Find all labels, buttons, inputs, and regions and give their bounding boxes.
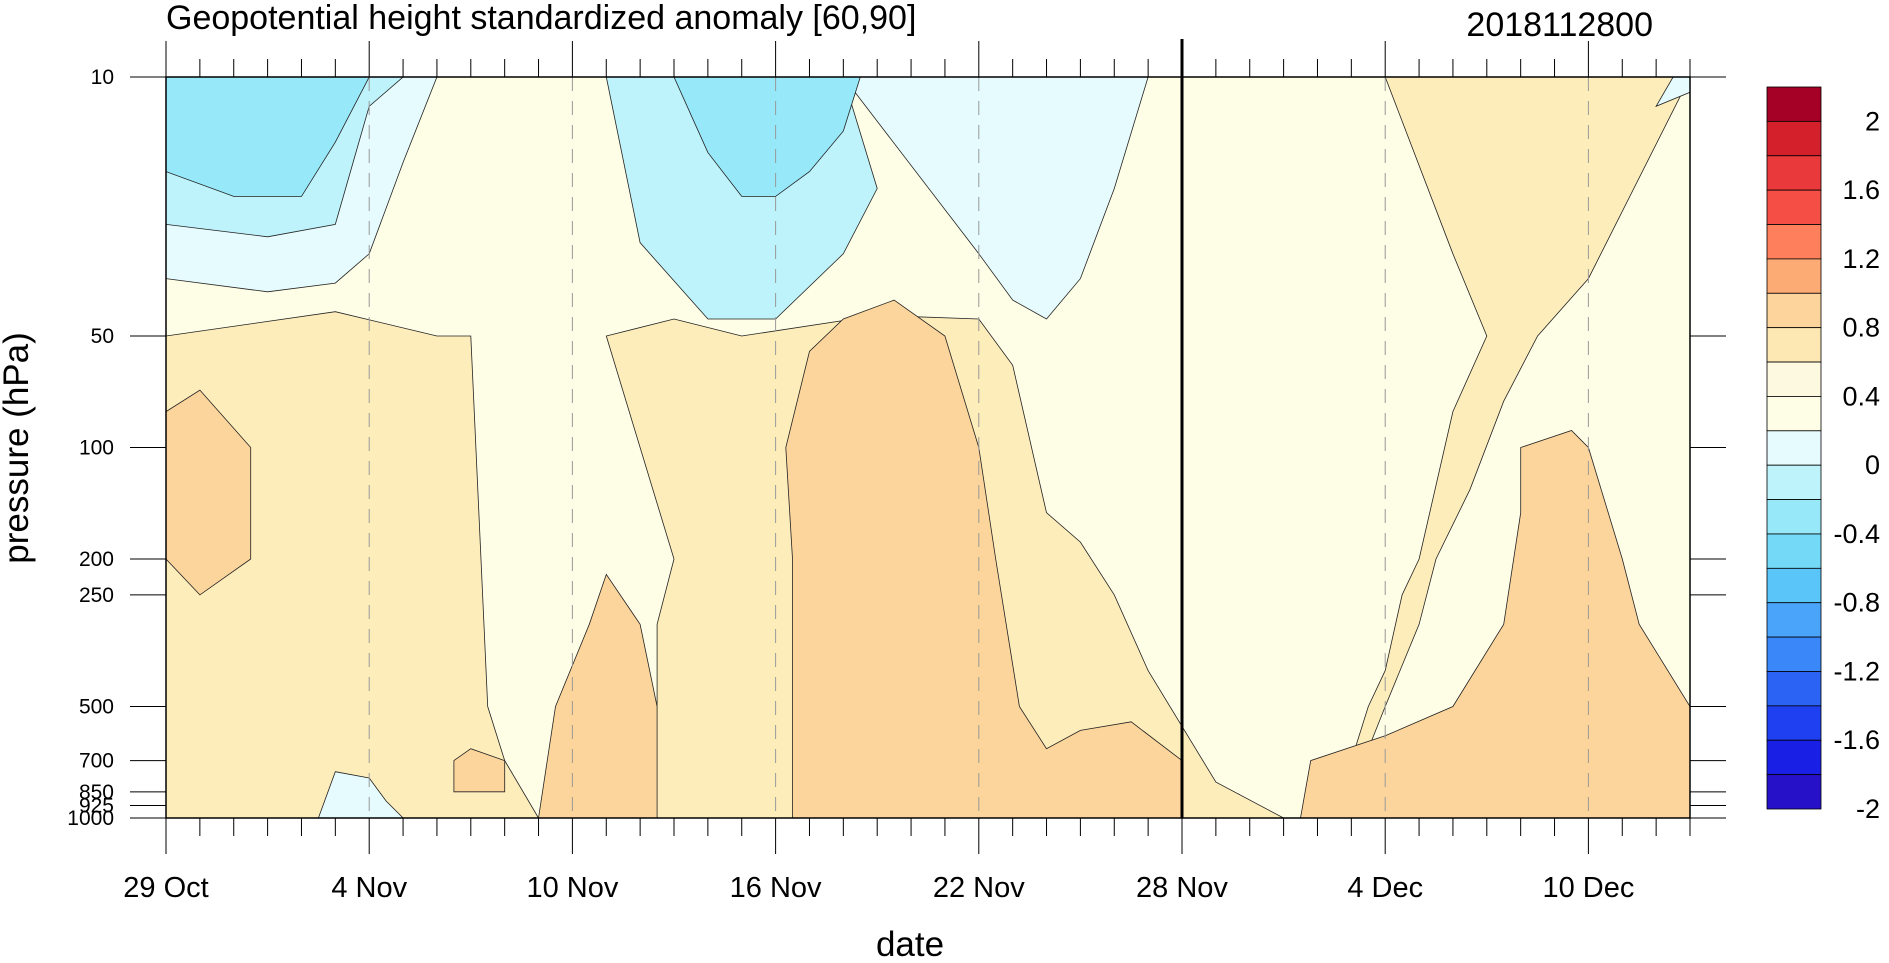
contour-fill-layer bbox=[166, 77, 1690, 818]
colorbar-swatch bbox=[1766, 567, 1822, 604]
colorbar-label: -0.8 bbox=[1833, 588, 1880, 618]
colorbar-swatch bbox=[1766, 361, 1822, 397]
x-axis-label: date bbox=[876, 925, 944, 963]
date-stamp: 2018112800 bbox=[1466, 6, 1653, 44]
colorbar-swatch bbox=[1766, 292, 1822, 329]
x-tick-label: 16 Nov bbox=[730, 872, 822, 904]
colorbar: 2 1.6 1.2 0.8 0.4 0 -0.4 -0.8 -1.2 -1.6 -2 bbox=[1766, 86, 1880, 824]
colorbar-swatch bbox=[1766, 189, 1822, 225]
colorbar-swatch bbox=[1766, 396, 1822, 432]
colorbar-label: -1.2 bbox=[1833, 656, 1880, 686]
colorbar-label: -0.4 bbox=[1833, 519, 1880, 549]
axis-ticks: 29 Oct 4 Nov 10 Nov 16 Nov 22 Nov 28 Nov 4 Dec… bbox=[67, 41, 1726, 904]
colorbar-swatch bbox=[1766, 258, 1822, 294]
colorbar-label: -1.6 bbox=[1833, 725, 1880, 755]
contour-region-15 bbox=[317, 771, 404, 818]
contour-region-8 bbox=[538, 77, 1149, 320]
contour-region-14 bbox=[1655, 77, 1690, 108]
y-tick-label: 850 bbox=[79, 781, 114, 804]
y-tick-label: 100 bbox=[79, 437, 114, 460]
x-tick-label: 4 Nov bbox=[331, 872, 407, 904]
colorbar-swatch bbox=[1766, 120, 1822, 157]
colorbar-swatch bbox=[1766, 499, 1822, 535]
colorbar-label: -2 bbox=[1856, 794, 1880, 824]
y-tick-label: 200 bbox=[79, 548, 114, 571]
x-tick-label: 10 Dec bbox=[1542, 872, 1634, 904]
x-tick-label: 10 Nov bbox=[526, 872, 618, 904]
contour-region-3 bbox=[166, 389, 252, 596]
y-tick-label: 500 bbox=[79, 695, 114, 718]
y-tick-label: 1000 bbox=[67, 807, 114, 830]
y-tick-label: 10 bbox=[91, 66, 114, 89]
y-tick-label: 50 bbox=[91, 325, 114, 348]
y-axis-label: pressure (hPa) bbox=[0, 332, 36, 563]
colorbar-label: 1.2 bbox=[1842, 244, 1880, 274]
contour-region-13 bbox=[673, 77, 861, 197]
colorbar-swatch bbox=[1766, 464, 1822, 500]
colorbar-swatch bbox=[1766, 327, 1822, 363]
colorbar-swatch bbox=[1766, 636, 1822, 672]
x-tick-label: 4 Dec bbox=[1347, 872, 1423, 904]
contour-region-7 bbox=[1300, 430, 1690, 818]
colorbar-swatch bbox=[1766, 671, 1822, 707]
colorbar-label: 2 bbox=[1865, 106, 1880, 136]
colorbar-swatch bbox=[1766, 155, 1822, 191]
colorbar-label: 0 bbox=[1865, 450, 1880, 480]
colorbar-swatch bbox=[1766, 224, 1822, 260]
colorbar-swatch bbox=[1766, 602, 1822, 638]
contour-region-5 bbox=[538, 573, 658, 818]
colorbar-label: 1.6 bbox=[1842, 175, 1880, 205]
colorbar-label: 0.8 bbox=[1842, 313, 1880, 343]
colorbar-label: 0.4 bbox=[1842, 381, 1880, 411]
contour-region-6 bbox=[453, 748, 506, 793]
y-tick-label: 250 bbox=[79, 584, 114, 607]
chart-title: Geopotential height standardized anomaly… bbox=[166, 0, 916, 37]
colorbar-swatch bbox=[1766, 739, 1822, 776]
colorbar-swatch bbox=[1766, 774, 1822, 810]
colorbar-swatch bbox=[1766, 533, 1822, 569]
x-tick-label: 29 Oct bbox=[123, 872, 208, 904]
x-tick-label: 28 Nov bbox=[1136, 872, 1228, 904]
x-tick-label: 22 Nov bbox=[933, 872, 1025, 904]
y-tick-label: 700 bbox=[79, 750, 114, 773]
colorbar-swatch bbox=[1766, 705, 1822, 741]
colorbar-swatch bbox=[1766, 430, 1822, 466]
colorbar-swatch bbox=[1766, 86, 1822, 122]
contour-region-12 bbox=[166, 77, 370, 197]
y-tick-label: 925 bbox=[79, 794, 114, 817]
